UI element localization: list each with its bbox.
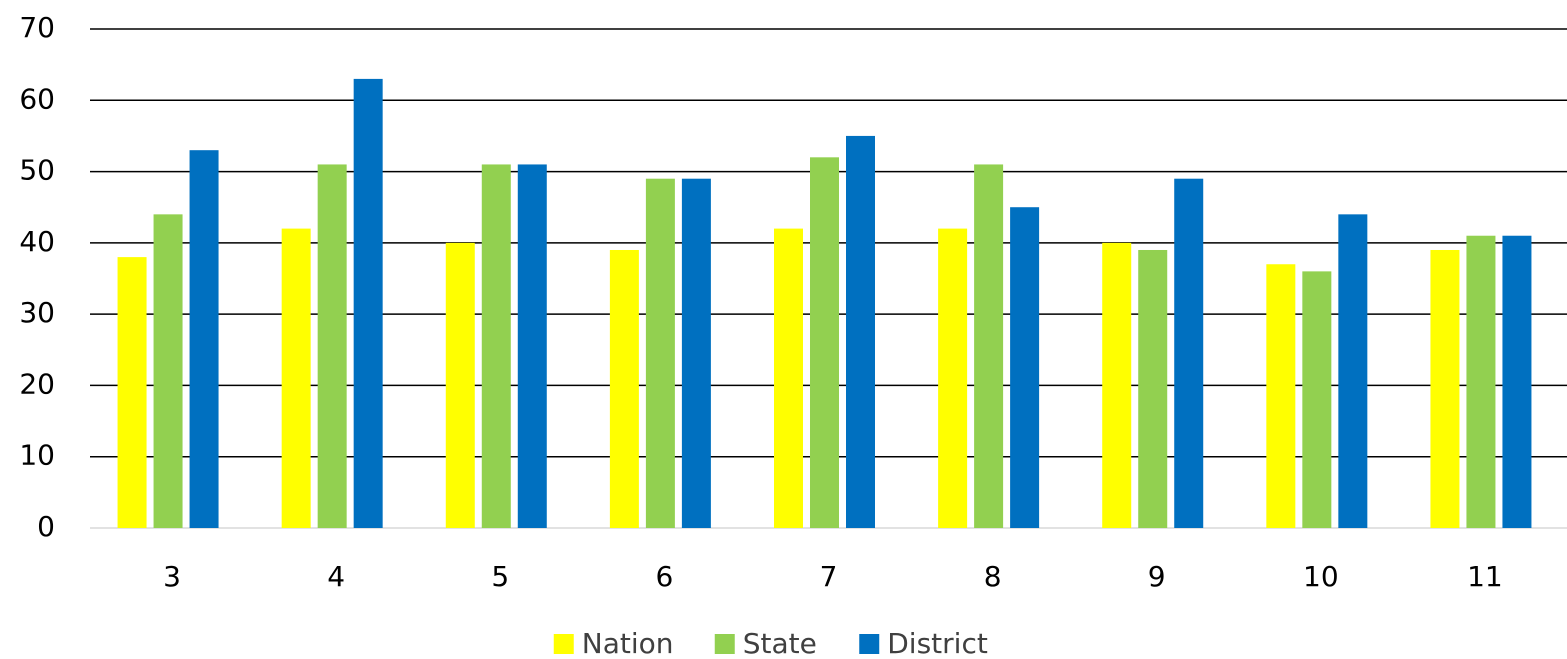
bar [189,150,219,528]
legend-swatch [859,634,880,654]
bar [974,164,1004,528]
bar [517,164,547,528]
bar [317,164,347,528]
y-tick-label: 30 [19,296,55,329]
legend-label: State [743,627,817,659]
bar [281,228,311,528]
x-tick-label: 5 [491,560,509,593]
bar [1338,214,1368,529]
x-tick-label: 10 [1303,560,1339,593]
bar [445,242,475,528]
bar [681,178,711,528]
bar [774,228,803,528]
bar [1102,242,1132,528]
x-tick-label: 3 [163,560,181,593]
bar [1010,207,1040,528]
x-tick-label: 9 [1148,560,1166,593]
bar [1266,264,1296,528]
bar [1466,235,1496,528]
bar [1302,271,1332,528]
bar [810,157,839,529]
legend-label: Nation [582,627,674,659]
x-tick-label: 4 [327,560,345,593]
y-tick-label: 10 [19,439,55,472]
legend-swatch [553,634,574,654]
legend-label: District [887,627,988,659]
bar [117,257,147,528]
x-tick-label: 8 [984,560,1002,593]
bar [1138,249,1168,528]
y-tick-label: 70 [19,11,55,44]
y-tick-label: 0 [37,510,55,543]
bar [609,249,639,528]
bar [153,214,183,529]
bar [1430,249,1460,528]
bar [1502,235,1532,528]
bar [481,164,511,528]
y-tick-label: 40 [19,225,55,258]
x-tick-label: 7 [820,560,838,593]
x-tick-label: 6 [655,560,673,593]
bar [938,228,968,528]
bar [353,78,383,529]
bar [846,135,875,528]
y-tick-label: 20 [19,367,55,400]
bar [645,178,675,528]
x-tick-label: 11 [1467,560,1503,593]
bar [1174,178,1204,528]
y-tick-label: 60 [19,82,55,115]
y-tick-label: 50 [19,154,55,187]
legend-swatch [714,634,735,654]
